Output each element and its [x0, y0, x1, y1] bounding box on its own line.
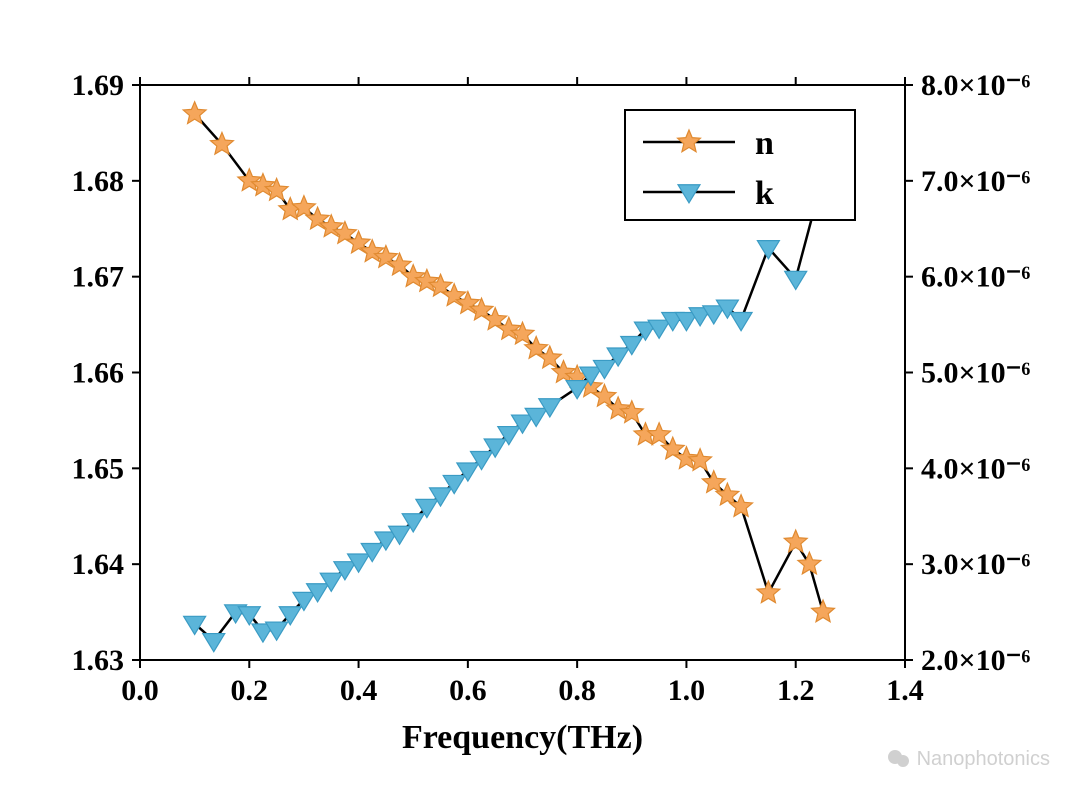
yl-tick-label: 1.63	[72, 644, 125, 677]
x-tick-label: 0.4	[340, 674, 378, 707]
yr-tick-label: 4.0×10⁻⁶	[921, 452, 1030, 485]
yl-tick-label: 1.64	[72, 548, 125, 581]
yr-tick-label: 2.0×10⁻⁶	[921, 644, 1030, 677]
legend-box	[625, 110, 855, 220]
chart-container: 0.0 0.2 0.4 0.6 0.8 1.0 1.2 1.4 Frequency(THz) 1.…	[0, 0, 1075, 801]
yl-tick-label: 1.69	[72, 69, 125, 102]
yl-tick-label: 1.68	[72, 165, 125, 198]
marker-n	[784, 530, 807, 552]
yr-tick-label: 3.0×10⁻⁶	[921, 548, 1030, 581]
x-tick-label: 1.4	[886, 674, 924, 707]
marker-n	[183, 102, 206, 124]
marker-k	[203, 634, 225, 652]
x-axis-title: Frequency(THz)	[402, 719, 643, 756]
marker-k	[730, 313, 752, 331]
x-tick-label: 0.2	[231, 674, 269, 707]
x-tick-label: 0.6	[449, 674, 487, 707]
watermark-text: Nanophotonics	[917, 748, 1050, 771]
x-tick-label: 1.2	[777, 674, 815, 707]
marker-n	[812, 600, 835, 622]
chart-svg: 0.0 0.2 0.4 0.6 0.8 1.0 1.2 1.4 Frequency(THz) 1.…	[0, 0, 1075, 801]
yl-tick-label: 1.65	[72, 452, 125, 485]
marker-n	[620, 401, 643, 423]
legend-label-k: k	[755, 175, 774, 212]
legend-label-n: n	[755, 125, 774, 162]
x-tick-label: 0.0	[121, 674, 159, 707]
yr-tick-label: 8.0×10⁻⁶	[921, 69, 1030, 102]
series-line-k	[195, 166, 837, 640]
yr-tick-label: 6.0×10⁻⁶	[921, 261, 1030, 294]
marker-n	[757, 581, 780, 603]
yr-tick-label: 5.0×10⁻⁶	[921, 357, 1030, 390]
yl-tick-label: 1.66	[72, 357, 125, 390]
x-tick-label: 0.8	[558, 674, 596, 707]
wechat-icon	[887, 747, 911, 771]
yr-tick-label: 7.0×10⁻⁶	[921, 165, 1030, 198]
x-tick-label: 1.0	[668, 674, 706, 707]
yl-tick-label: 1.67	[72, 261, 125, 294]
watermark: Nanophotonics	[887, 747, 1050, 771]
marker-n	[798, 552, 821, 574]
marker-k	[785, 271, 807, 289]
